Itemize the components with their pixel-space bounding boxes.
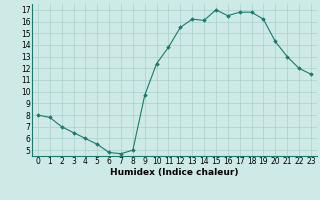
X-axis label: Humidex (Indice chaleur): Humidex (Indice chaleur) (110, 168, 239, 177)
